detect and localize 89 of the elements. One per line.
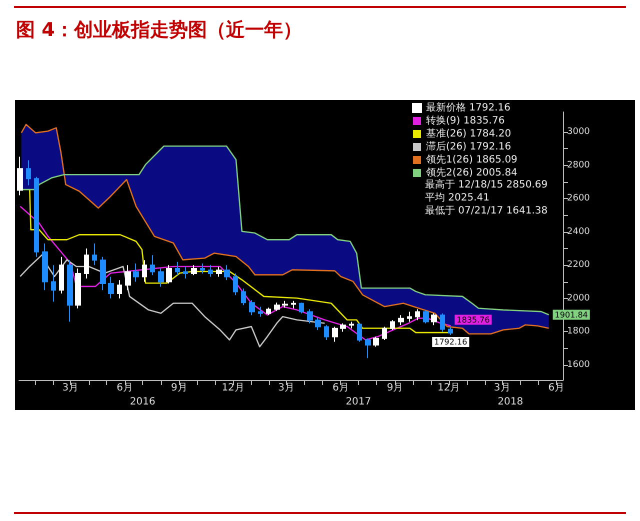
candlestick bbox=[249, 300, 255, 316]
candlestick bbox=[34, 176, 39, 258]
x-tick-label: 3月 bbox=[278, 382, 294, 394]
y-tick-label: 2800 bbox=[567, 160, 590, 170]
candlestick bbox=[158, 268, 164, 288]
y-tick-label: 2400 bbox=[567, 226, 590, 237]
candlestick bbox=[42, 243, 48, 291]
candlestick bbox=[382, 326, 387, 341]
y-tick-label: 2000 bbox=[567, 293, 590, 304]
candlestick bbox=[75, 268, 81, 309]
x-tick-label: 12月 bbox=[222, 382, 244, 394]
candlestick bbox=[67, 260, 73, 322]
candlestick bbox=[241, 288, 246, 306]
candlestick bbox=[357, 322, 362, 342]
candlestick bbox=[299, 302, 304, 314]
candlestick bbox=[17, 156, 23, 196]
x-tick-label: 3月 bbox=[494, 382, 510, 394]
x-tick-label: 3月 bbox=[62, 382, 79, 394]
x-tick-label: 6月 bbox=[548, 382, 565, 394]
candlestick bbox=[407, 311, 412, 322]
candlestick bbox=[233, 272, 238, 296]
y-tick-label: 2600 bbox=[567, 194, 590, 204]
data-label: 1901.84 bbox=[554, 310, 588, 320]
candlestick bbox=[282, 300, 288, 308]
candlestick bbox=[117, 280, 122, 299]
candlestick bbox=[51, 264, 56, 302]
data-label: 1835.76 bbox=[456, 315, 490, 324]
candlestick bbox=[448, 326, 453, 336]
candlestick bbox=[175, 261, 180, 276]
candlestick bbox=[142, 260, 147, 282]
candlestick bbox=[191, 264, 197, 276]
x2-tick-label: 2017 bbox=[346, 396, 372, 408]
legend-label: 转换(9) 1835.76 bbox=[426, 114, 505, 126]
candlestick bbox=[216, 266, 222, 278]
candlestick bbox=[125, 264, 131, 291]
candlestick bbox=[349, 321, 354, 329]
candlestick bbox=[26, 160, 31, 186]
candlestick bbox=[166, 264, 172, 284]
candlestick bbox=[423, 310, 429, 324]
candlestick bbox=[92, 243, 97, 266]
x2-tick-label: 2018 bbox=[498, 396, 524, 408]
annotation: 最低于 07/21/17 1641.38 bbox=[425, 206, 548, 216]
candlestick bbox=[183, 266, 188, 279]
candlestick bbox=[324, 324, 329, 341]
candlestick bbox=[274, 302, 280, 312]
candlestick bbox=[365, 338, 371, 359]
candlestick bbox=[150, 254, 155, 276]
candlestick bbox=[258, 306, 263, 318]
candlestick bbox=[390, 320, 395, 331]
candlestick bbox=[431, 312, 437, 326]
legend-label: 最新价格 1792.16 bbox=[426, 102, 511, 114]
candlestick bbox=[200, 262, 205, 274]
candlestick bbox=[315, 317, 321, 331]
line-series bbox=[20, 124, 550, 335]
x-tick-label: 9月 bbox=[171, 382, 188, 394]
candlestick bbox=[208, 264, 213, 278]
x2-tick-label: 2016 bbox=[130, 396, 156, 408]
legend-label: 基准(26) 1784.20 bbox=[426, 128, 512, 140]
candlestick bbox=[100, 256, 106, 291]
line-series bbox=[20, 254, 326, 348]
candlestick bbox=[108, 276, 114, 299]
annotation: 平均 2025.41 bbox=[425, 192, 490, 204]
candlestick bbox=[373, 336, 379, 348]
candlestick bbox=[291, 300, 296, 309]
legend-label: 领先2(26) 2005.84 bbox=[426, 166, 518, 178]
candlestick bbox=[398, 314, 404, 326]
y-tick-label: 1800 bbox=[567, 326, 590, 337]
candlestick bbox=[332, 326, 338, 342]
legend-label: 滞后(26) 1792.16 bbox=[426, 140, 512, 152]
x-tick-label: 9月 bbox=[386, 382, 404, 394]
y-tick-label: 3000 bbox=[567, 126, 590, 137]
x-tick-label: 12月 bbox=[438, 382, 460, 394]
candlestick bbox=[133, 262, 139, 282]
annotation: 最高于 12/18/15 2850.69 bbox=[425, 178, 548, 190]
chart-title: 图 4：创业板指走势图（近一年） bbox=[16, 18, 302, 43]
candlestick bbox=[340, 322, 346, 332]
candlestick bbox=[84, 248, 89, 279]
candlestick bbox=[307, 308, 313, 324]
legend-label: 领先1(26) 1865.09 bbox=[426, 154, 518, 166]
candlestick bbox=[224, 264, 230, 281]
candlestick bbox=[415, 308, 420, 321]
candlestick bbox=[266, 307, 271, 316]
y-tick-label: 2200 bbox=[567, 260, 590, 270]
x-tick-label: 6月 bbox=[116, 382, 134, 394]
y-tick-label: 1600 bbox=[567, 360, 590, 370]
candlestick bbox=[440, 312, 445, 332]
text: 1792.16 bbox=[434, 338, 468, 347]
candlestick bbox=[59, 256, 64, 294]
x-tick-label: 6月 bbox=[332, 382, 349, 394]
